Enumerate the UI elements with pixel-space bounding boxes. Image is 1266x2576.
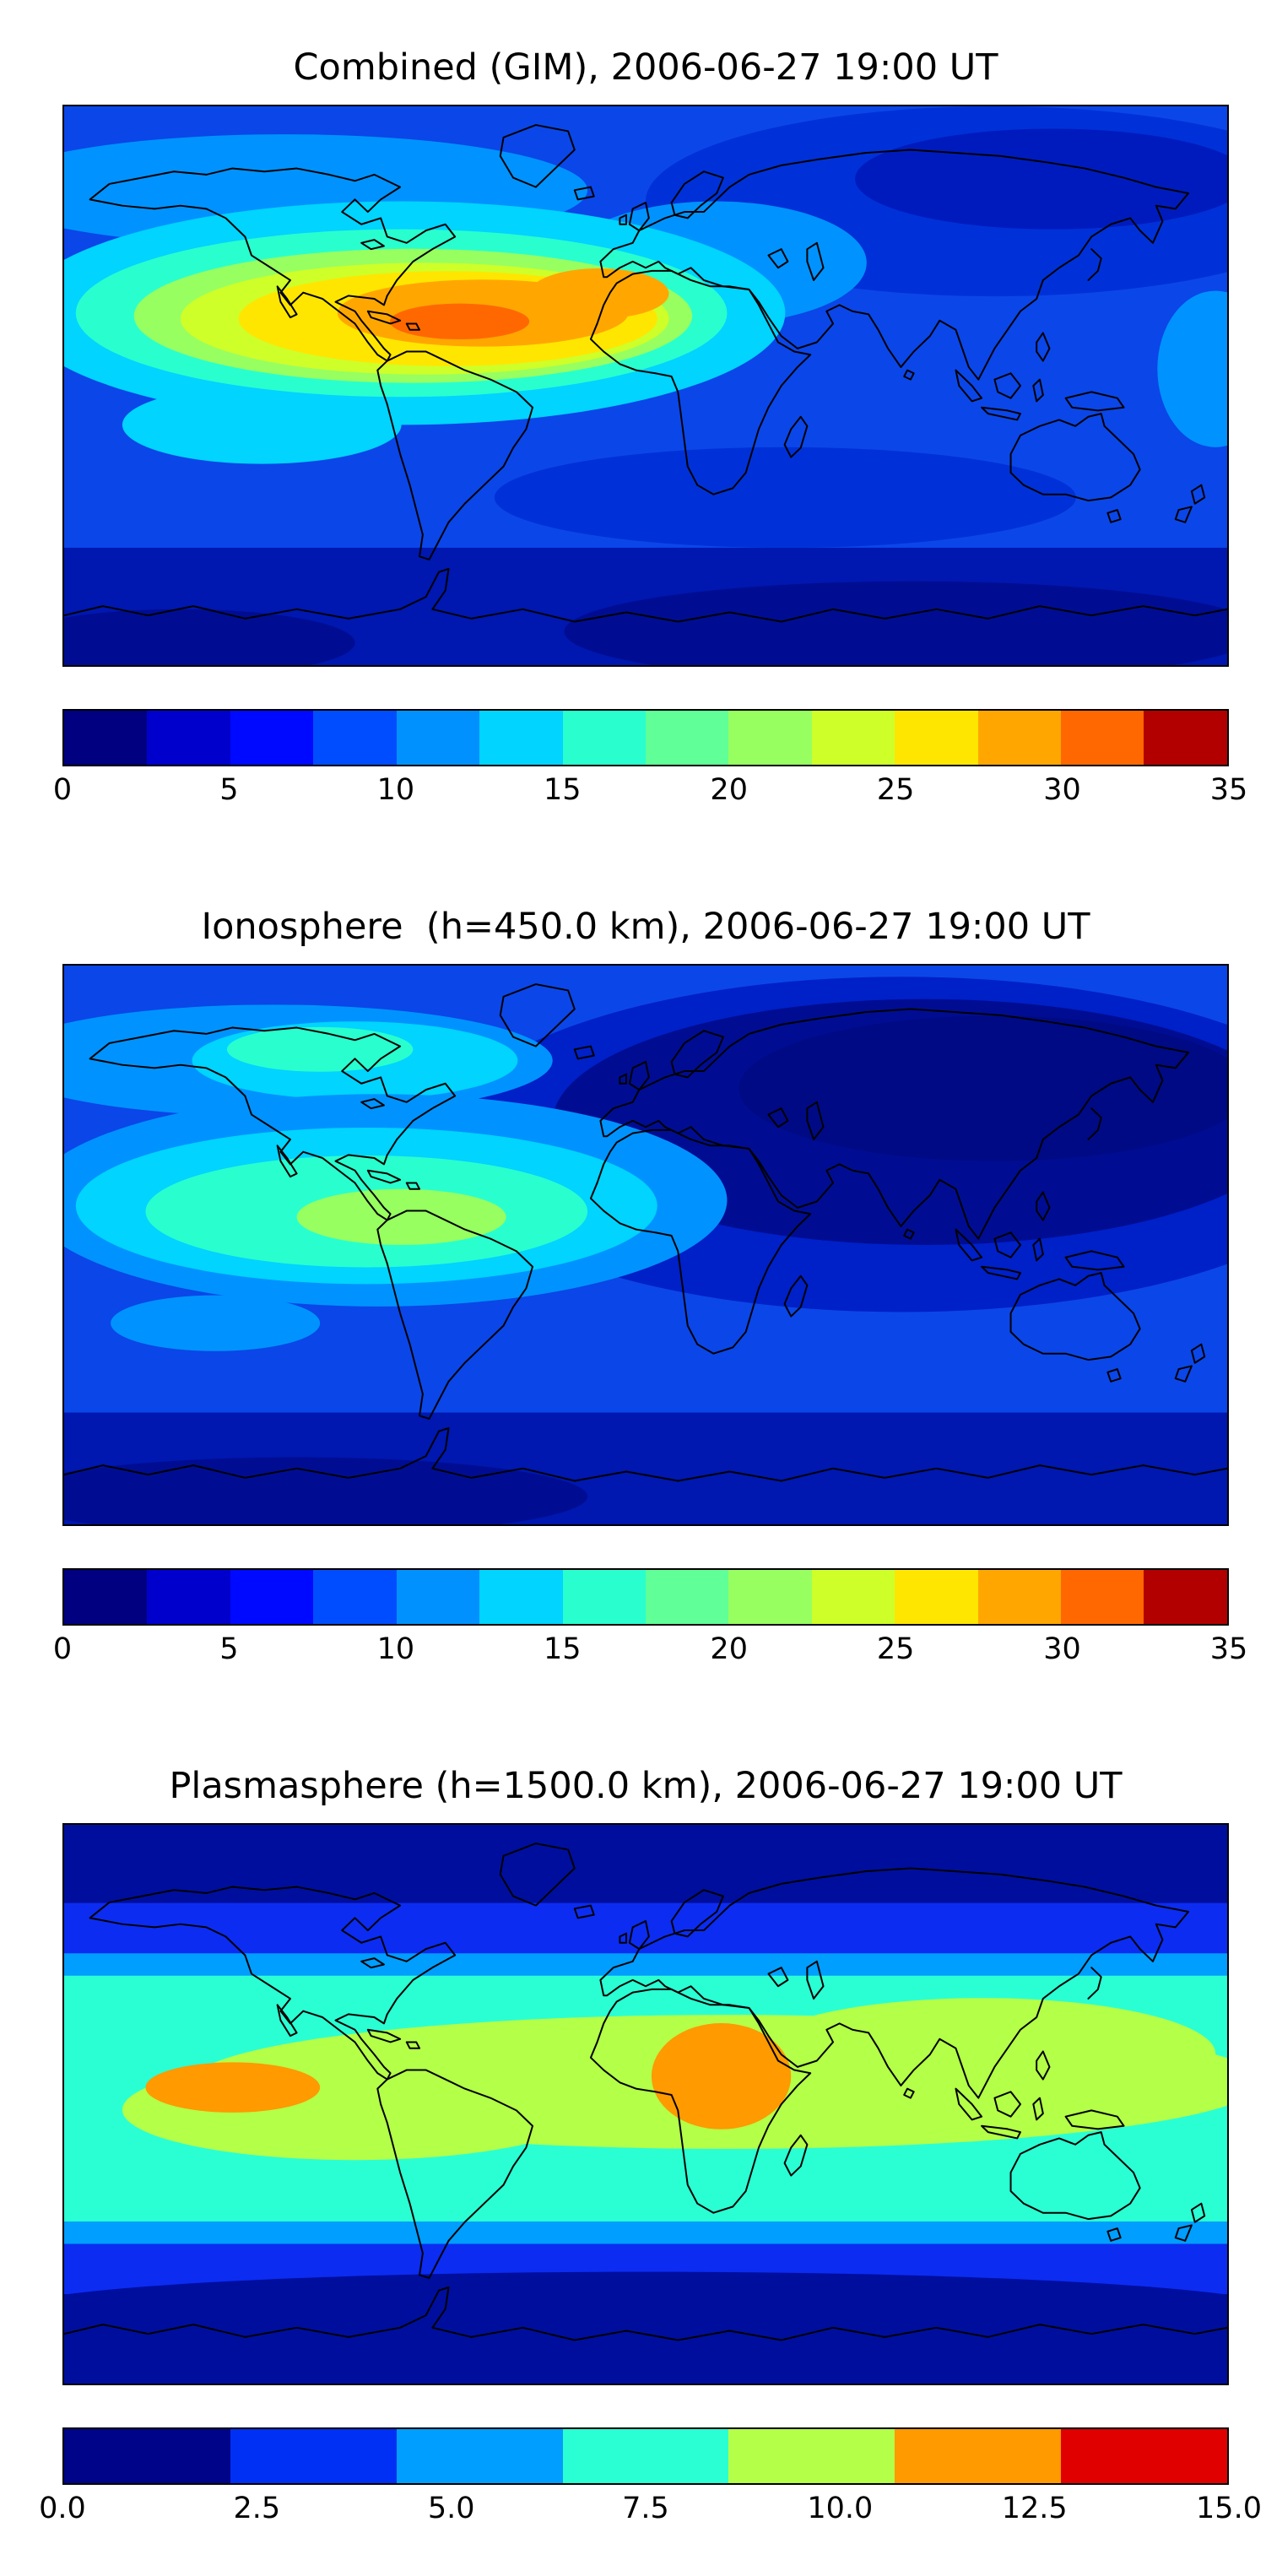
panel-title-ionosphere: Ionosphere (h=450.0 km), 2006-06-27 19:0… — [201, 906, 1090, 948]
contour-region — [296, 1188, 506, 1245]
contour-region — [750, 1998, 1216, 2110]
panel-title-combined: Combined (GIM), 2006-06-27 19:00 UT — [293, 46, 998, 89]
map-plasmasphere — [62, 1823, 1229, 2385]
colorbar-segment — [1061, 2429, 1228, 2483]
colorbar-segment — [1144, 1570, 1227, 1624]
contour-region — [494, 446, 1076, 548]
colorbar-tick-label: 10 — [376, 1632, 415, 1666]
colorbar-tick-label: 15 — [544, 773, 582, 807]
colorbar-segment — [147, 1570, 230, 1624]
contour-region — [64, 609, 355, 665]
colorbar-combined — [62, 709, 1229, 766]
map-ionosphere — [62, 964, 1229, 1526]
contour-field-ionosphere — [64, 966, 1227, 1524]
colorbar-segment — [562, 1570, 646, 1624]
contour-region — [64, 1825, 1227, 1903]
colorbar-segment — [1061, 1570, 1144, 1624]
colorbar-segment — [895, 1570, 978, 1624]
colorbar-tick-label: 10.0 — [807, 2492, 874, 2525]
colorbar-tick-label: 7.5 — [622, 2492, 669, 2525]
contour-region — [111, 1295, 321, 1351]
colorbar-plasmasphere — [62, 2427, 1229, 2485]
colorbar-tick-label: 20 — [710, 773, 748, 807]
colorbar-ticks-ionosphere: 0 5 10 15 20 25 30 35 — [53, 1631, 1247, 1668]
colorbar-segment — [977, 1570, 1062, 1624]
map-combined-gim — [62, 105, 1229, 667]
colorbar-segment — [811, 1570, 895, 1624]
panel-combined-gim: Combined (GIM), 2006-06-27 19:00 UT 0 5 10… — [0, 44, 1266, 809]
colorbar-segment — [230, 2429, 397, 2483]
colorbar-segment — [1061, 711, 1144, 765]
colorbar-tick-label: 35 — [1209, 773, 1248, 807]
colorbar-ticks-plasmasphere: 0.0 2.5 5.0 7.5 10.0 12.5 15.0 — [39, 2490, 1262, 2527]
colorbar-tick-label: 5 — [219, 1632, 239, 1666]
colorbar-tick-label: 25 — [876, 773, 915, 807]
contour-region — [564, 581, 1227, 665]
panel-plasmasphere: Plasmasphere (h=1500.0 km), 2006-06-27 1… — [0, 1762, 1266, 2527]
colorbar-segment — [64, 711, 148, 765]
colorbar-tick-label: 30 — [1043, 773, 1081, 807]
contour-region — [389, 303, 530, 340]
contour-region — [145, 2062, 321, 2113]
colorbar-tick-label: 12.5 — [1001, 2492, 1068, 2525]
colorbar-segment — [562, 711, 646, 765]
contour-field-combined — [64, 106, 1227, 665]
figure-root: { "page": {"background": "#ffffff"}, "ch… — [0, 44, 1266, 2576]
contour-region — [226, 1026, 414, 1072]
colorbar-segment — [64, 1570, 148, 1624]
colorbar-ionosphere — [62, 1568, 1229, 1626]
colorbar-segment — [147, 711, 230, 765]
tec-figure: Combined (GIM), 2006-06-27 19:00 UT 0 5 10… — [0, 44, 1266, 2527]
colorbar-segment — [895, 2429, 1062, 2483]
colorbar-tick-label: 2.5 — [233, 2492, 281, 2525]
colorbar-ticks-combined: 0 5 10 15 20 25 30 35 — [53, 771, 1247, 809]
colorbar-segment — [728, 1570, 812, 1624]
colorbar-segment — [895, 711, 978, 765]
colorbar-segment — [562, 2429, 729, 2483]
colorbar-segment — [396, 711, 480, 765]
colorbar-segment — [230, 1570, 314, 1624]
colorbar-segment — [811, 711, 895, 765]
colorbar-tick-label: 35 — [1209, 1632, 1248, 1666]
colorbar-segment — [645, 711, 729, 765]
colorbar-segment — [728, 711, 812, 765]
colorbar-segment — [313, 1570, 397, 1624]
contour-region — [64, 2271, 1227, 2351]
colorbar-segment — [977, 711, 1062, 765]
contour-region — [122, 386, 402, 464]
colorbar-segment — [479, 1570, 563, 1624]
contour-field-plasmasphere — [64, 1825, 1227, 2384]
colorbar-tick-label: 0 — [52, 1632, 73, 1666]
colorbar-tick-label: 30 — [1043, 1632, 1081, 1666]
colorbar-tick-label: 5.0 — [427, 2492, 475, 2525]
colorbar-tick-label: 15 — [544, 1632, 582, 1666]
panel-ionosphere: Ionosphere (h=450.0 km), 2006-06-27 19:0… — [0, 903, 1266, 1668]
colorbar-segment — [645, 1570, 729, 1624]
colorbar-tick-label: 15.0 — [1196, 2492, 1262, 2525]
colorbar-tick-label: 25 — [876, 1632, 915, 1666]
contour-region — [855, 128, 1227, 230]
colorbar-tick-label: 0.0 — [39, 2492, 86, 2525]
colorbar-segment — [479, 711, 563, 765]
colorbar-segment — [728, 2429, 895, 2483]
colorbar-segment — [230, 711, 314, 765]
colorbar-segment — [64, 2429, 230, 2483]
panel-title-plasmasphere: Plasmasphere (h=1500.0 km), 2006-06-27 1… — [169, 1765, 1123, 1807]
contour-region — [529, 268, 669, 319]
contour-region — [651, 2023, 792, 2130]
colorbar-tick-label: 10 — [376, 773, 415, 807]
colorbar-segment — [396, 1570, 480, 1624]
colorbar-segment — [1144, 711, 1227, 765]
contour-region — [738, 1015, 1227, 1161]
contour-region — [1157, 290, 1227, 447]
colorbar-tick-label: 5 — [219, 773, 239, 807]
colorbar-tick-label: 20 — [710, 1632, 748, 1666]
colorbar-segment — [313, 711, 397, 765]
colorbar-tick-label: 0 — [52, 773, 73, 807]
colorbar-segment — [396, 2429, 563, 2483]
